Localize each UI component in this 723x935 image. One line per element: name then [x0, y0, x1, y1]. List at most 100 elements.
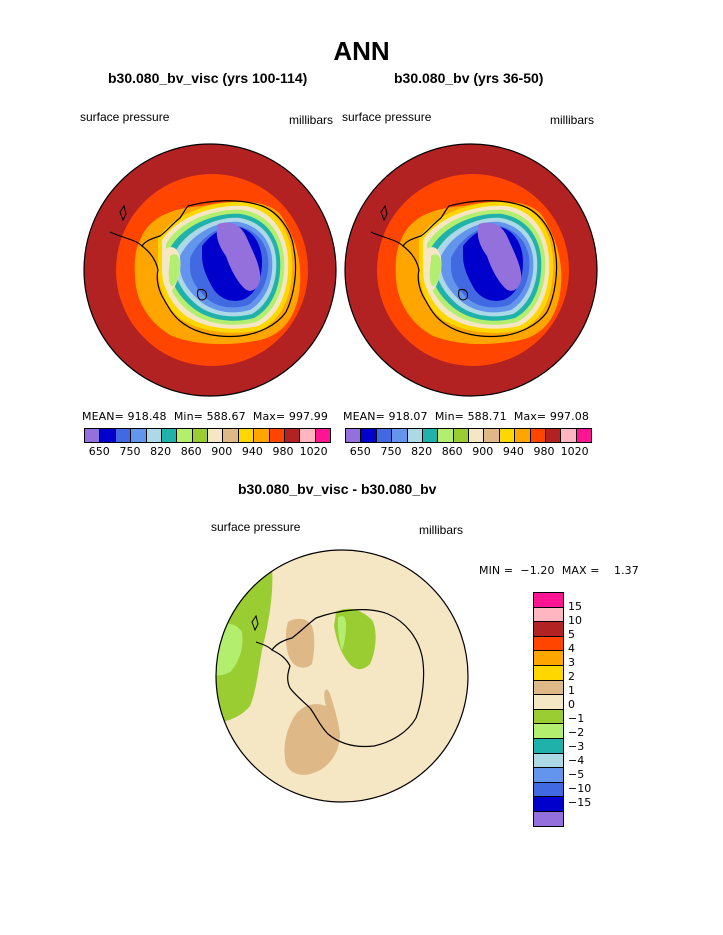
colorbar-swatch	[515, 429, 530, 442]
colorbar-swatch	[254, 429, 269, 442]
panel-2-mean-value: 918.07	[389, 410, 428, 423]
colorbar-2-tick: 980	[534, 445, 555, 458]
diff-colorbar-tick: −10	[568, 782, 591, 795]
diff-colorbar-ticks: 15 10 5 4 3 2 1 0 −1 −2 −3 −4 −5 −10 −15	[568, 592, 608, 812]
colorbar-2-tick: 650	[350, 445, 371, 458]
colorbar-swatch	[208, 429, 223, 442]
colorbar-swatch	[193, 429, 208, 442]
colorbar-swatch	[316, 429, 330, 442]
colorbar-swatch	[534, 724, 563, 739]
colorbar-swatch	[484, 429, 499, 442]
panel-2-max-value: 997.08	[550, 410, 589, 423]
colorbar-swatch	[454, 429, 469, 442]
colorbar-1-tick: 1020	[300, 445, 328, 458]
panel-1-min-label: Min=	[174, 410, 203, 423]
diff-colorbar-tick: −2	[568, 726, 584, 739]
colorbar-swatch	[423, 429, 438, 442]
colorbar-swatch	[534, 622, 563, 637]
diff-colorbar	[533, 592, 564, 827]
colorbar-swatch	[438, 429, 453, 442]
panel-1-mean-label: MEAN=	[82, 410, 124, 423]
colorbar-swatch	[534, 812, 563, 826]
panel-2-min-label: Min=	[435, 410, 464, 423]
panel-2-mean-label: MEAN=	[343, 410, 385, 423]
diff-panel-units-label: millibars	[419, 523, 463, 537]
colorbar-swatch	[469, 429, 484, 442]
diff-colorbar-tick: 1	[568, 684, 575, 697]
panel-1-min-value: 588.67	[207, 410, 246, 423]
diff-colorbar-tick: −3	[568, 740, 584, 753]
colorbar-swatch	[116, 429, 131, 442]
colorbar-swatch	[346, 429, 361, 442]
colorbar-swatch	[534, 739, 563, 754]
colorbar-1	[84, 428, 331, 443]
colorbar-swatch	[534, 651, 563, 666]
colorbar-swatch	[131, 429, 146, 442]
panel-2-stats: MEAN= 918.07 Min= 588.71 Max= 997.08	[343, 410, 589, 423]
colorbar-2	[345, 428, 592, 443]
colorbar-swatch	[534, 783, 563, 798]
colorbar-swatch	[408, 429, 423, 442]
panel-1-title: b30.080_bv_visc (yrs 100-114)	[108, 70, 307, 86]
colorbar-1-ticks: 650 750 820 860 900 940 980 1020	[84, 445, 329, 459]
panel-1-max-value: 997.99	[289, 410, 328, 423]
diff-max-value: 1.37	[614, 564, 639, 577]
colorbar-swatch	[534, 754, 563, 769]
colorbar-2-tick: 940	[503, 445, 524, 458]
colorbar-swatch	[300, 429, 315, 442]
panel-2-min-value: 588.71	[468, 410, 507, 423]
colorbar-1-tick: 650	[89, 445, 110, 458]
colorbar-swatch	[177, 429, 192, 442]
diff-colorbar-tick: 15	[568, 600, 582, 613]
colorbar-swatch	[147, 429, 162, 442]
colorbar-swatch	[100, 429, 115, 442]
panel-1-stats: MEAN= 918.48 Min= 588.67 Max= 997.99	[82, 410, 328, 423]
difference-polar-map	[212, 546, 472, 806]
colorbar-swatch	[223, 429, 238, 442]
diff-colorbar-tick: −4	[568, 754, 584, 767]
diff-colorbar-tick: 0	[568, 698, 575, 711]
colorbar-1-tick: 980	[273, 445, 294, 458]
colorbar-swatch	[577, 429, 591, 442]
colorbar-1-tick: 900	[211, 445, 232, 458]
colorbar-swatch	[534, 666, 563, 681]
panel-1-mean-value: 918.48	[128, 410, 167, 423]
colorbar-1-tick: 860	[181, 445, 202, 458]
colorbar-swatch	[534, 768, 563, 783]
colorbar-swatch	[534, 797, 563, 812]
colorbar-swatch	[285, 429, 300, 442]
colorbar-swatch	[162, 429, 177, 442]
diff-min-value: −1.20	[520, 564, 554, 577]
diff-panel-title: b30.080_bv_visc - b30.080_bv	[238, 481, 436, 497]
panel-2-title: b30.080_bv (yrs 36-50)	[394, 70, 543, 86]
colorbar-2-tick: 900	[472, 445, 493, 458]
colorbar-swatch	[534, 608, 563, 623]
polar-map-2	[341, 140, 601, 400]
diff-panel-stats: MIN = −1.20 MAX = 1.37	[479, 564, 639, 577]
colorbar-swatch	[534, 695, 563, 710]
colorbar-2-tick: 820	[411, 445, 432, 458]
colorbar-swatch	[546, 429, 561, 442]
diff-colorbar-tick: −5	[568, 768, 584, 781]
colorbar-swatch	[500, 429, 515, 442]
diff-colorbar-tick: 4	[568, 642, 575, 655]
panel-2-variable-label: surface pressure	[342, 110, 431, 124]
panel-1-variable-label: surface pressure	[80, 110, 169, 124]
diff-colorbar-tick: 2	[568, 670, 575, 683]
colorbar-2-tick: 750	[381, 445, 402, 458]
diff-max-label: MAX =	[562, 564, 600, 577]
panel-1-max-label: Max=	[253, 410, 285, 423]
colorbar-swatch	[361, 429, 376, 442]
panel-2-max-label: Max=	[514, 410, 546, 423]
colorbar-swatch	[534, 593, 563, 608]
colorbar-1-tick: 820	[150, 445, 171, 458]
panel-2-units-label: millibars	[550, 113, 594, 127]
diff-panel-variable-label: surface pressure	[211, 520, 300, 534]
diff-colorbar-tick: 3	[568, 656, 575, 669]
colorbar-2-tick: 860	[442, 445, 463, 458]
colorbar-1-tick: 940	[242, 445, 263, 458]
colorbar-1-tick: 750	[120, 445, 141, 458]
diff-colorbar-tick: −1	[568, 712, 584, 725]
diff-colorbar-tick: 5	[568, 628, 575, 641]
colorbar-swatch	[377, 429, 392, 442]
